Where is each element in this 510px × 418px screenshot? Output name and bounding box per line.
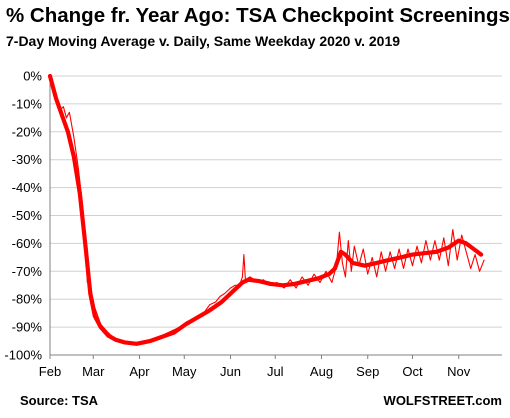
x-tick-label: Apr <box>129 364 150 379</box>
x-tick-label: Aug <box>310 364 333 379</box>
x-tick-label: May <box>172 364 197 379</box>
x-tick-label: Nov <box>447 364 471 379</box>
y-tick-label: -50% <box>12 208 43 223</box>
y-tick-label: -60% <box>12 236 43 251</box>
series-line-daily <box>49 75 485 345</box>
x-tick-label: Sep <box>356 364 379 379</box>
y-tick-label: -30% <box>12 152 43 167</box>
source-note: Source: TSA <box>20 393 99 408</box>
y-tick-label: -90% <box>12 320 43 335</box>
gridlines <box>49 75 502 359</box>
series-lines <box>47 73 485 346</box>
y-tick-label: -80% <box>12 292 43 307</box>
x-tick-label: Mar <box>82 364 105 379</box>
chart-title: % Change fr. Year Ago: TSA Checkpoint Sc… <box>6 4 510 27</box>
series-line-7day-average <box>47 73 484 346</box>
x-tick-label: Jun <box>220 364 241 379</box>
y-tick-label: 0% <box>23 69 42 84</box>
y-tick-label: -10% <box>12 96 43 111</box>
x-tick-label: Oct <box>402 364 423 379</box>
chart-subtitle: 7-Day Moving Average v. Daily, Same Week… <box>6 33 401 49</box>
x-axis-ticks: Feb Mar Apr May Jun Jul Aug Sep Oct Nov <box>39 364 471 379</box>
y-axis-ticks: 0% -10% -20% -30% -40% -50% -60% -70% -80% -90% -1… <box>4 69 42 363</box>
y-tick-label: -20% <box>12 124 43 139</box>
brand-logo-text: WOLFSTREET.com <box>383 393 502 408</box>
x-tick-label: Feb <box>39 364 61 379</box>
y-tick-label: -70% <box>12 264 43 279</box>
y-tick-label: -40% <box>12 180 43 195</box>
x-tick-label: Jul <box>267 364 284 379</box>
y-tick-label: -100% <box>4 348 42 363</box>
